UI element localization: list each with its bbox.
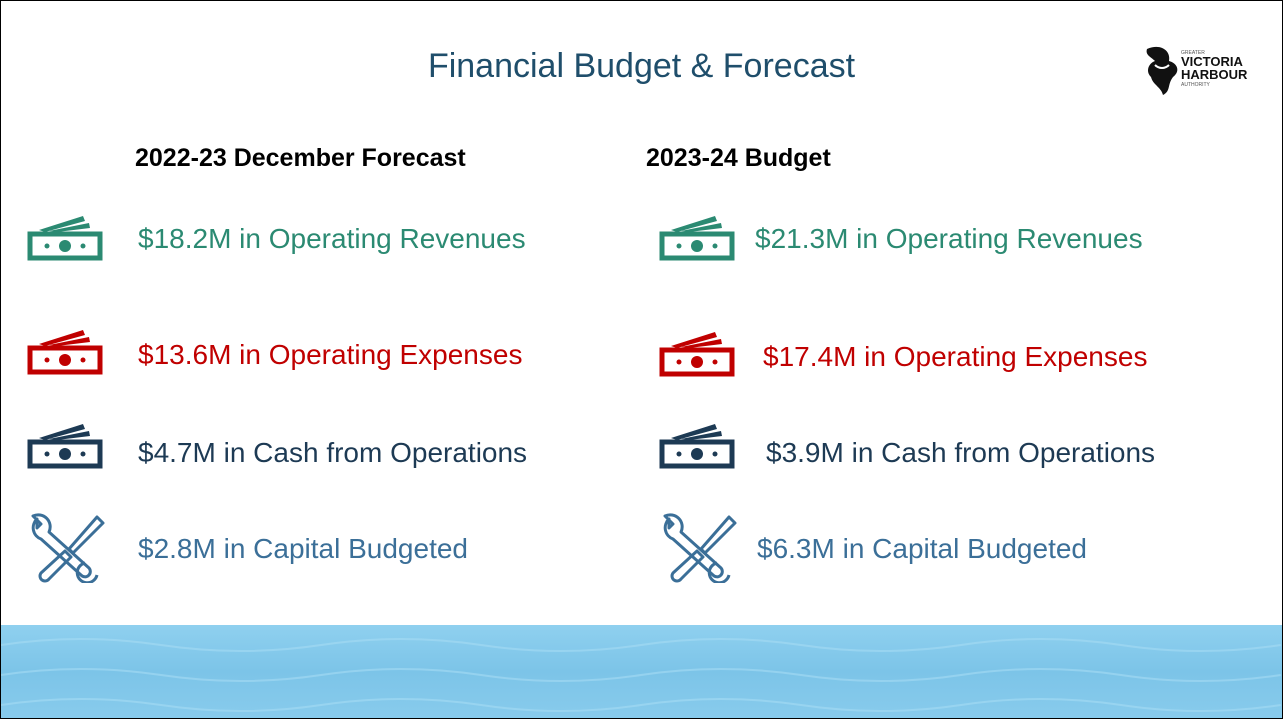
title: Financial Budget & Forecast <box>427 47 856 85</box>
money-icon <box>27 327 103 375</box>
money-icon <box>27 213 103 261</box>
logo: GREATER VICTORIA HARBOUR AUTHORITY <box>1146 46 1248 95</box>
footer-band <box>1 625 1282 718</box>
column-heading: 2023-24 Budget <box>646 144 831 172</box>
tools-icon <box>659 513 739 583</box>
budget-item: $3.9M in Cash from Operations <box>766 437 1156 468</box>
budget-item: $21.3M in Operating Revenues <box>755 223 1143 254</box>
budget-item: $17.4M in Operating Expenses <box>763 341 1148 372</box>
column-heading: 2022-23 December Forecast <box>135 144 466 172</box>
logo-text: AUTHORITY <box>1181 82 1211 88</box>
budget-item: $18.2M in Operating Revenues <box>138 223 526 254</box>
money-icon <box>27 421 103 469</box>
budget-item: $4.7M in Cash from Operations <box>138 437 528 468</box>
budget-item: $13.6M in Operating Expenses <box>138 339 523 370</box>
logo-text: HARBOUR <box>1181 67 1248 82</box>
money-icon <box>659 421 735 469</box>
money-icon <box>659 213 735 261</box>
tools-icon <box>27 513 107 583</box>
budget-item: $2.8M in Capital Budgeted <box>138 533 468 564</box>
waves <box>1 638 1282 712</box>
logo-text: GREATER <box>1181 50 1205 56</box>
logo-text: VICTORIA <box>1181 54 1243 69</box>
money-icon <box>659 329 735 377</box>
budget-item: $6.3M in Capital Budgeted <box>757 533 1087 564</box>
